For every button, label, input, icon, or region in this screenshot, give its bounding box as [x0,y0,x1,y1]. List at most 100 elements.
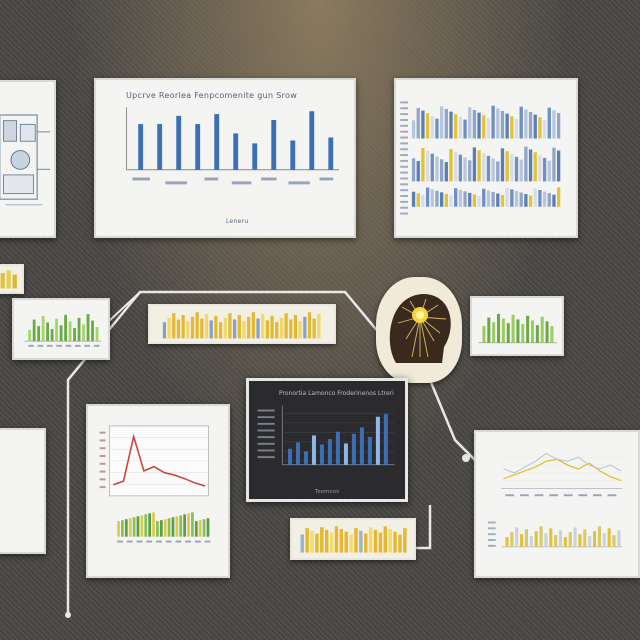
dark-chart-bar [375,416,380,465]
grid-bar [491,158,495,182]
bottom-bar [156,521,159,537]
grid-bar [482,188,486,207]
dark-chart-bar [319,444,324,465]
green-bar [28,329,32,342]
grid-bar [416,108,420,139]
bottom-bar [159,520,163,537]
grid-bar [524,146,528,182]
grid-bar [463,157,467,182]
green-bar [86,314,90,342]
yellow-bar [298,321,302,339]
top-chart-bar [233,133,239,170]
yellow-bar [398,534,402,553]
green-bar [492,322,496,343]
yellow-bar [307,312,312,339]
yellow-bar [200,318,204,339]
yellow-bar [329,532,334,553]
yellow-bar [373,529,378,553]
grid-bar [547,193,551,207]
grid-bar [472,194,477,207]
grid-bar [449,195,453,207]
top-chart-title: Upcrve Reorlea Fenpcomenite gun Srow [126,91,298,100]
right-bar [612,535,616,547]
grid-bar [477,150,481,182]
bottom-bar [140,515,144,537]
right-bar [505,537,509,547]
right-bar [568,532,572,547]
yellow-bar [279,317,284,339]
yellow-bar [339,529,344,553]
grid-bar [439,159,444,182]
yellow-bar [378,532,383,553]
top-bar-chart [126,107,340,185]
grid-bar [491,191,495,207]
yellow-bar [312,318,316,339]
green-bar [32,319,36,342]
yellow-bar [364,533,368,553]
grid-bar [430,189,434,207]
bottom-bar [132,517,136,537]
grid-bar [552,194,556,207]
yellow-bar [195,312,199,339]
yellow-bar [300,534,304,553]
dark-chart-bar [351,433,356,465]
grid-bar [439,192,444,207]
grid-bar [454,188,458,207]
line-chart-card [86,404,230,578]
dark-chart-bar [367,437,372,465]
grid-bar [486,155,491,182]
yellow-bar [247,316,251,339]
yellow-bar [359,530,363,553]
grid-bar [463,119,467,139]
right-bar [597,526,601,547]
bottom-bar [191,512,194,537]
top-chart-bar [176,115,182,170]
top-chart-bar [252,143,258,170]
green-bar [526,315,530,343]
dark-chart-bar [287,448,292,465]
bottom-bar [128,518,132,537]
dark-chart-bar [311,435,316,465]
green-bar [64,314,67,342]
top-chart-bar [157,124,163,170]
grid-bar [416,161,420,182]
top-right-bar-card [394,78,578,238]
yellow-bar-chart [162,312,321,339]
yellow-bar [204,314,209,339]
grid-bar [528,111,533,139]
mixed-line-bar-chart [487,452,623,548]
right-bar [549,528,553,547]
top-chart-bar [290,140,296,170]
yellow-bar [256,318,260,339]
bottom-bar [179,515,183,537]
grid-bar [411,158,416,182]
dark-chart-bar [335,431,340,465]
grid-bar [468,160,472,182]
green-bar [82,324,85,342]
grid-bar [528,195,533,207]
grid-bar [510,116,514,139]
head-network-icon [389,294,451,363]
top-chart-bar [138,124,144,170]
grid-bar [472,147,477,182]
right-bar [520,534,524,547]
grid-bar [519,159,523,182]
right-bar [617,530,621,547]
top-chart-bar [214,114,220,170]
right-bar [602,533,606,547]
grid-bar [547,160,551,182]
yellow-bar [265,320,269,339]
grid-bar [542,191,547,207]
yellow-bar [162,322,167,339]
right-bar [573,527,577,547]
dark-chart-bar [303,451,308,465]
dark-chart-bar [327,439,332,465]
grid-bar [552,147,556,182]
yellow-bar [310,530,314,553]
green-bar [95,327,99,342]
grid-bar [524,109,528,139]
right-bar [510,532,514,547]
stacked-bars-grid [400,101,561,215]
bottom-bar [152,512,155,537]
yellow-bar [275,322,279,339]
